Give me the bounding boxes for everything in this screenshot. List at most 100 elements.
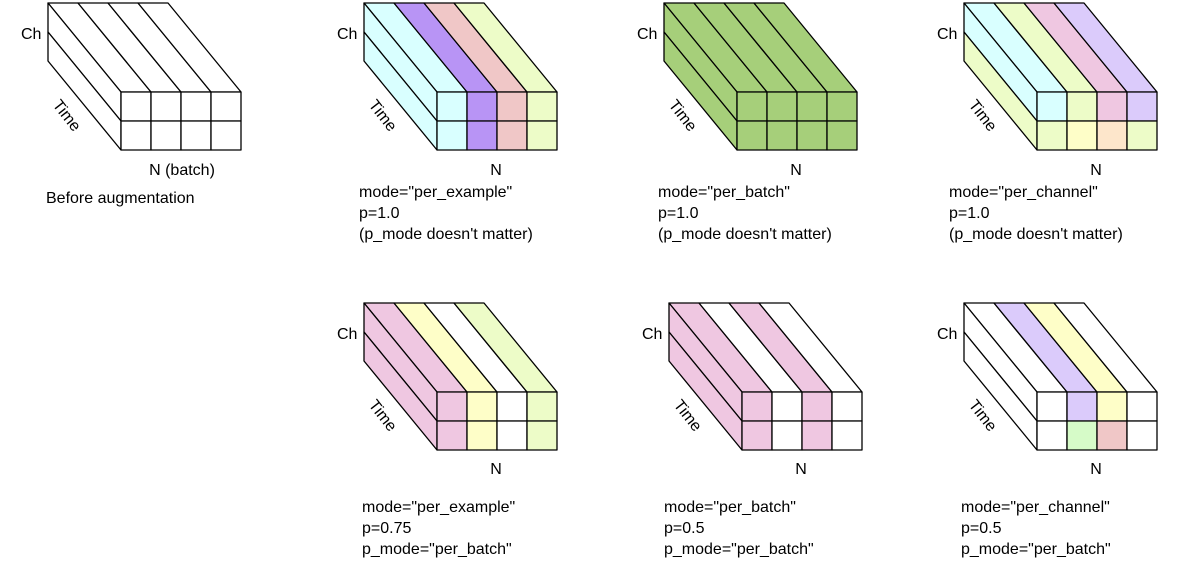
caption-line: p=0.75: [362, 520, 412, 537]
front-cell: [526, 391, 558, 422]
front-cell: [766, 120, 798, 151]
front-cell: [150, 91, 182, 122]
front-cell: [150, 120, 182, 151]
caption-line: p=1.0: [949, 205, 990, 222]
panel-per-batch-p1: Ch Time N: [637, 2, 858, 179]
caption-line: p_mode="per_batch": [664, 541, 814, 558]
front-cell: [466, 420, 498, 451]
front-cell: [466, 391, 498, 422]
front-cell: [741, 420, 773, 451]
caption-line: (p_mode doesn't matter): [359, 226, 533, 243]
caption-per-batch-p1: mode="per_batch" p=1.0 (p_mode doesn't mat…: [658, 182, 832, 245]
front-cell: [1036, 391, 1068, 422]
front-cell: [1066, 420, 1098, 451]
front-cell: [826, 91, 858, 122]
front-cell: [466, 91, 498, 122]
n-axis-label: N: [1090, 461, 1102, 478]
panel-per-channel-p05: Ch Time N: [937, 302, 1158, 478]
caption-line: (p_mode doesn't matter): [658, 226, 832, 243]
panel-per-batch-p05: Ch Time N: [642, 302, 863, 478]
ch-axis-label: Ch: [642, 326, 662, 343]
front-cell: [1036, 420, 1068, 451]
panel-before: Ch Time N (batch): [21, 2, 242, 179]
front-cell: [1096, 91, 1128, 122]
front-cell: [1096, 420, 1128, 451]
caption-line: p_mode="per_batch": [362, 541, 512, 558]
front-cell: [120, 120, 152, 151]
caption-per-channel-p1: mode="per_channel" p=1.0 (p_mode doesn't m…: [949, 182, 1123, 245]
panel-per-example-p075: Ch Time N: [337, 302, 558, 478]
n-axis-label: N: [790, 162, 802, 179]
caption-line: mode="per_example": [359, 184, 513, 201]
front-cell: [831, 420, 863, 451]
front-cell: [741, 391, 773, 422]
ch-axis-label: Ch: [337, 326, 357, 343]
front-cell: [526, 420, 558, 451]
front-cell: [496, 91, 528, 122]
caption-line: p=0.5: [961, 520, 1002, 537]
front-cell: [1066, 91, 1098, 122]
caption-per-example-p1: mode="per_example" p=1.0 (p_mode doesn't m…: [359, 182, 533, 245]
front-cell: [436, 91, 468, 122]
ch-axis-label: Ch: [337, 26, 357, 43]
front-cell: [1126, 120, 1158, 151]
caption-line: p=0.5: [664, 520, 705, 537]
front-cell: [1096, 391, 1128, 422]
front-cell: [1036, 91, 1068, 122]
ch-axis-label: Ch: [937, 26, 957, 43]
front-cell: [120, 91, 152, 122]
front-cell: [771, 391, 803, 422]
ch-axis-label: Ch: [637, 26, 657, 43]
caption-line: p=1.0: [658, 205, 699, 222]
front-cell: [180, 120, 212, 151]
front-cell: [436, 120, 468, 151]
front-cell: [771, 420, 803, 451]
front-cell: [436, 420, 468, 451]
front-cell: [1126, 420, 1158, 451]
ch-axis-label: Ch: [21, 26, 41, 43]
caption-line: p=1.0: [359, 205, 400, 222]
caption-before: Before augmentation: [46, 188, 195, 209]
caption-line: mode="per_example": [362, 499, 516, 516]
panel-per-channel-p1: Ch Time N: [937, 2, 1158, 179]
front-cell: [436, 391, 468, 422]
front-cell: [826, 120, 858, 151]
front-cell: [210, 91, 242, 122]
time-axis-label: Time: [49, 97, 84, 135]
front-cell: [526, 120, 558, 151]
front-cell: [831, 391, 863, 422]
n-axis-label: N: [795, 461, 807, 478]
time-axis-label: Time: [670, 397, 705, 435]
panel-per-example-p1: Ch Time N: [337, 2, 558, 179]
front-cell: [466, 120, 498, 151]
time-axis-label: Time: [965, 97, 1000, 135]
front-cell: [526, 91, 558, 122]
caption-line: Before augmentation: [46, 190, 195, 207]
front-cell: [1066, 391, 1098, 422]
front-cell: [210, 120, 242, 151]
caption-line: mode="per_channel": [961, 499, 1110, 516]
time-axis-label: Time: [965, 397, 1000, 435]
front-cell: [496, 391, 528, 422]
caption-per-batch-p05: mode="per_batch" p=0.5 p_mode="per_batch": [664, 497, 814, 560]
front-cell: [1096, 120, 1128, 151]
time-axis-label: Time: [365, 97, 400, 135]
caption-per-channel-p05: mode="per_channel" p=0.5 p_mode="per_batch…: [961, 497, 1111, 560]
front-cell: [1126, 391, 1158, 422]
time-axis-label: Time: [365, 397, 400, 435]
front-cell: [180, 91, 212, 122]
caption-line: (p_mode doesn't matter): [949, 226, 1123, 243]
time-axis-label: Time: [665, 97, 700, 135]
front-cell: [1126, 91, 1158, 122]
n-axis-label: N: [490, 461, 502, 478]
caption-line: mode="per_channel": [949, 184, 1098, 201]
ch-axis-label: Ch: [937, 326, 957, 343]
caption-line: mode="per_batch": [658, 184, 790, 201]
front-cell: [496, 120, 528, 151]
front-cell: [796, 120, 828, 151]
front-cell: [736, 91, 768, 122]
n-axis-label: N (batch): [149, 162, 215, 179]
front-cell: [1066, 120, 1098, 151]
front-cell: [766, 91, 798, 122]
